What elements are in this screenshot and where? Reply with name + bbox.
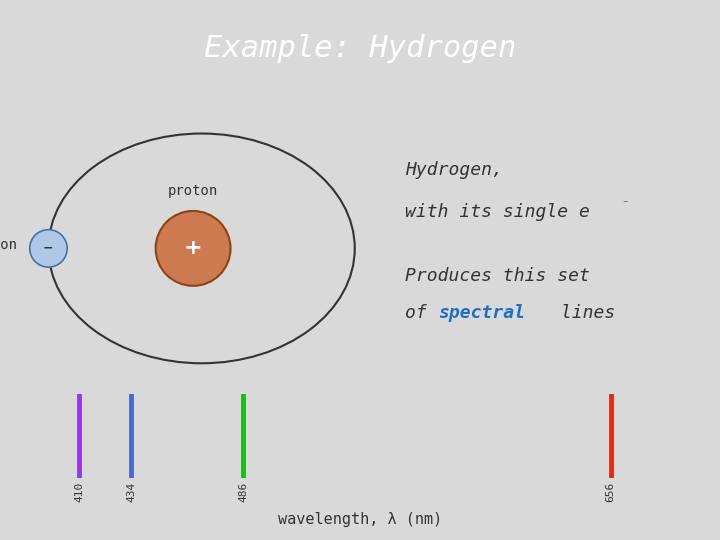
Circle shape: [156, 211, 230, 286]
Circle shape: [30, 230, 67, 267]
Text: 434: 434: [126, 482, 136, 502]
Text: wavelength, λ (nm): wavelength, λ (nm): [278, 512, 442, 526]
Text: −: −: [43, 242, 54, 255]
Text: +: +: [184, 238, 202, 259]
Text: electron: electron: [0, 238, 17, 252]
Text: 656: 656: [606, 482, 616, 502]
Text: lines: lines: [550, 304, 616, 322]
Text: 486: 486: [238, 482, 248, 502]
Text: spectral: spectral: [438, 304, 525, 322]
Text: Produces this set: Produces this set: [405, 267, 590, 286]
Text: of: of: [405, 304, 437, 322]
Text: Hydrogen,: Hydrogen,: [405, 161, 503, 179]
Text: 410: 410: [74, 482, 84, 502]
Text: Example: Hydrogen: Example: Hydrogen: [204, 34, 516, 63]
Text: with its single e: with its single e: [405, 203, 590, 221]
Text: ⁻: ⁻: [621, 198, 629, 211]
Text: proton: proton: [168, 184, 218, 198]
